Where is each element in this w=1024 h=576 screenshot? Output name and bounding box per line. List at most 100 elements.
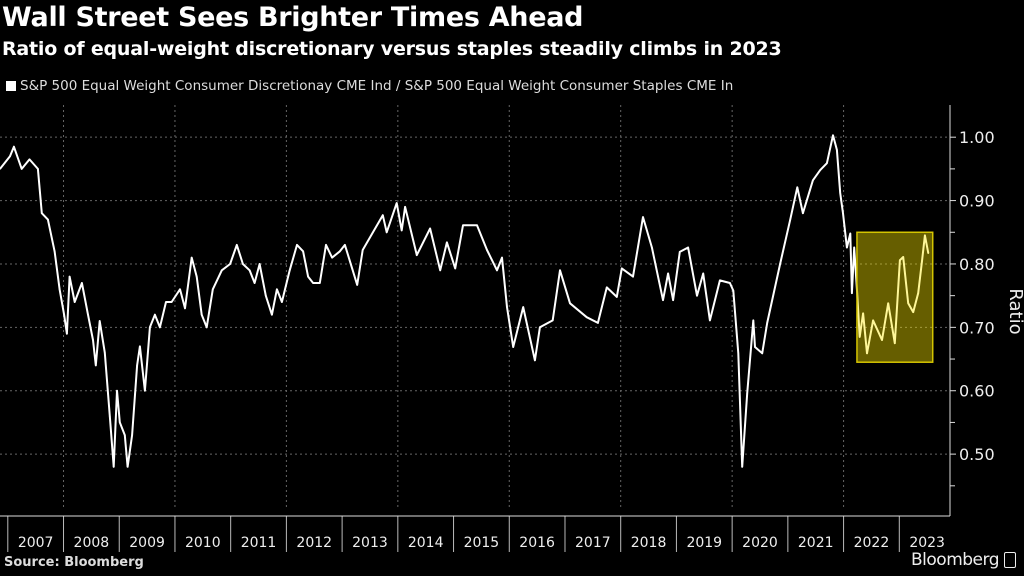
data-point — [534, 359, 536, 362]
data-point — [642, 216, 644, 218]
data-point — [271, 313, 273, 316]
data-point — [220, 269, 223, 272]
logo-text: Bloomberg — [911, 550, 999, 570]
data-point — [506, 306, 508, 308]
data-point — [131, 434, 133, 436]
bloomberg-logo: Bloomberg — [911, 550, 1016, 570]
data-point — [687, 246, 689, 249]
data-point — [651, 246, 653, 249]
data-point — [87, 313, 89, 316]
x-tick-label: 2014 — [408, 535, 444, 551]
data-point — [200, 313, 203, 316]
data-point — [917, 292, 920, 294]
data-point — [331, 256, 333, 259]
data-point — [597, 322, 599, 324]
data-point — [205, 326, 208, 329]
data-point — [92, 339, 94, 341]
data-point — [281, 301, 283, 303]
data-point — [53, 250, 56, 253]
data-point — [486, 249, 488, 251]
data-point — [858, 336, 861, 338]
data-point — [429, 227, 431, 230]
data-point — [779, 263, 781, 265]
x-tick-label: 2010 — [185, 535, 221, 551]
data-point — [709, 319, 711, 322]
data-point — [58, 288, 61, 291]
data-point — [81, 282, 83, 284]
data-point — [826, 162, 828, 164]
x-tick-label: 2018 — [631, 535, 667, 551]
series-group — [0, 134, 930, 468]
x-tick-label: 2021 — [798, 535, 834, 551]
data-point — [881, 339, 883, 341]
y-tick-label: 0.80 — [959, 255, 995, 274]
data-point — [108, 415, 111, 417]
data-point — [678, 251, 681, 253]
chart-subtitle: Ratio of equal-weight discretionary vers… — [2, 38, 782, 60]
data-point — [862, 312, 864, 315]
data-point — [462, 224, 464, 227]
x-tick-label: 2007 — [18, 535, 54, 551]
data-point — [737, 352, 740, 355]
data-point — [63, 313, 65, 316]
data-point — [662, 299, 664, 301]
data-point — [446, 241, 448, 244]
data-point — [924, 234, 926, 237]
x-tick-label: 2016 — [519, 535, 555, 551]
data-point — [248, 269, 251, 272]
gridlines — [0, 105, 950, 508]
data-point — [144, 389, 146, 392]
data-point — [632, 275, 634, 278]
data-point — [302, 250, 304, 253]
data-point — [344, 244, 346, 246]
data-point — [902, 256, 904, 258]
data-point — [288, 269, 291, 272]
data-point — [95, 364, 97, 367]
data-point — [312, 282, 314, 284]
data-point — [907, 302, 910, 305]
data-point — [212, 288, 214, 291]
data-point — [894, 342, 896, 344]
chart-title: Wall Street Sees Brighter Times Ahead — [2, 2, 584, 33]
data-point — [40, 212, 43, 215]
data-point — [139, 345, 141, 348]
data-point — [746, 392, 748, 395]
legend-label: S&P 500 Equal Weight Consumer Discretion… — [20, 78, 734, 94]
data-point — [605, 286, 608, 289]
data-point — [229, 263, 231, 265]
data-point — [696, 294, 698, 297]
data-point — [551, 319, 554, 322]
data-point — [126, 465, 129, 468]
data-point — [381, 214, 384, 216]
data-point — [921, 259, 923, 261]
data-point — [28, 158, 31, 161]
data-point — [258, 263, 261, 265]
data-point — [165, 301, 167, 303]
data-point — [253, 282, 256, 284]
data-point — [307, 275, 309, 278]
data-point — [766, 322, 769, 324]
data-point — [741, 465, 743, 468]
data-point — [672, 299, 674, 301]
data-point — [190, 256, 193, 259]
data-point — [395, 202, 398, 204]
data-point — [872, 319, 874, 322]
data-point — [539, 326, 541, 329]
data-point — [732, 289, 735, 292]
data-point — [439, 269, 441, 272]
data-point — [476, 224, 478, 227]
data-point — [9, 155, 11, 158]
data-point — [136, 364, 138, 367]
x-tick-label: 2017 — [575, 535, 611, 551]
data-point — [236, 244, 238, 246]
data-point — [264, 294, 267, 297]
data-point — [179, 288, 181, 291]
x-tick-label: 2012 — [296, 535, 332, 551]
data-point — [752, 319, 755, 322]
data-point — [112, 465, 115, 468]
y-axis-label: Ratio — [1005, 288, 1024, 334]
x-tick-label: 2022 — [854, 535, 890, 551]
data-point — [66, 332, 68, 335]
data-point — [761, 352, 764, 355]
